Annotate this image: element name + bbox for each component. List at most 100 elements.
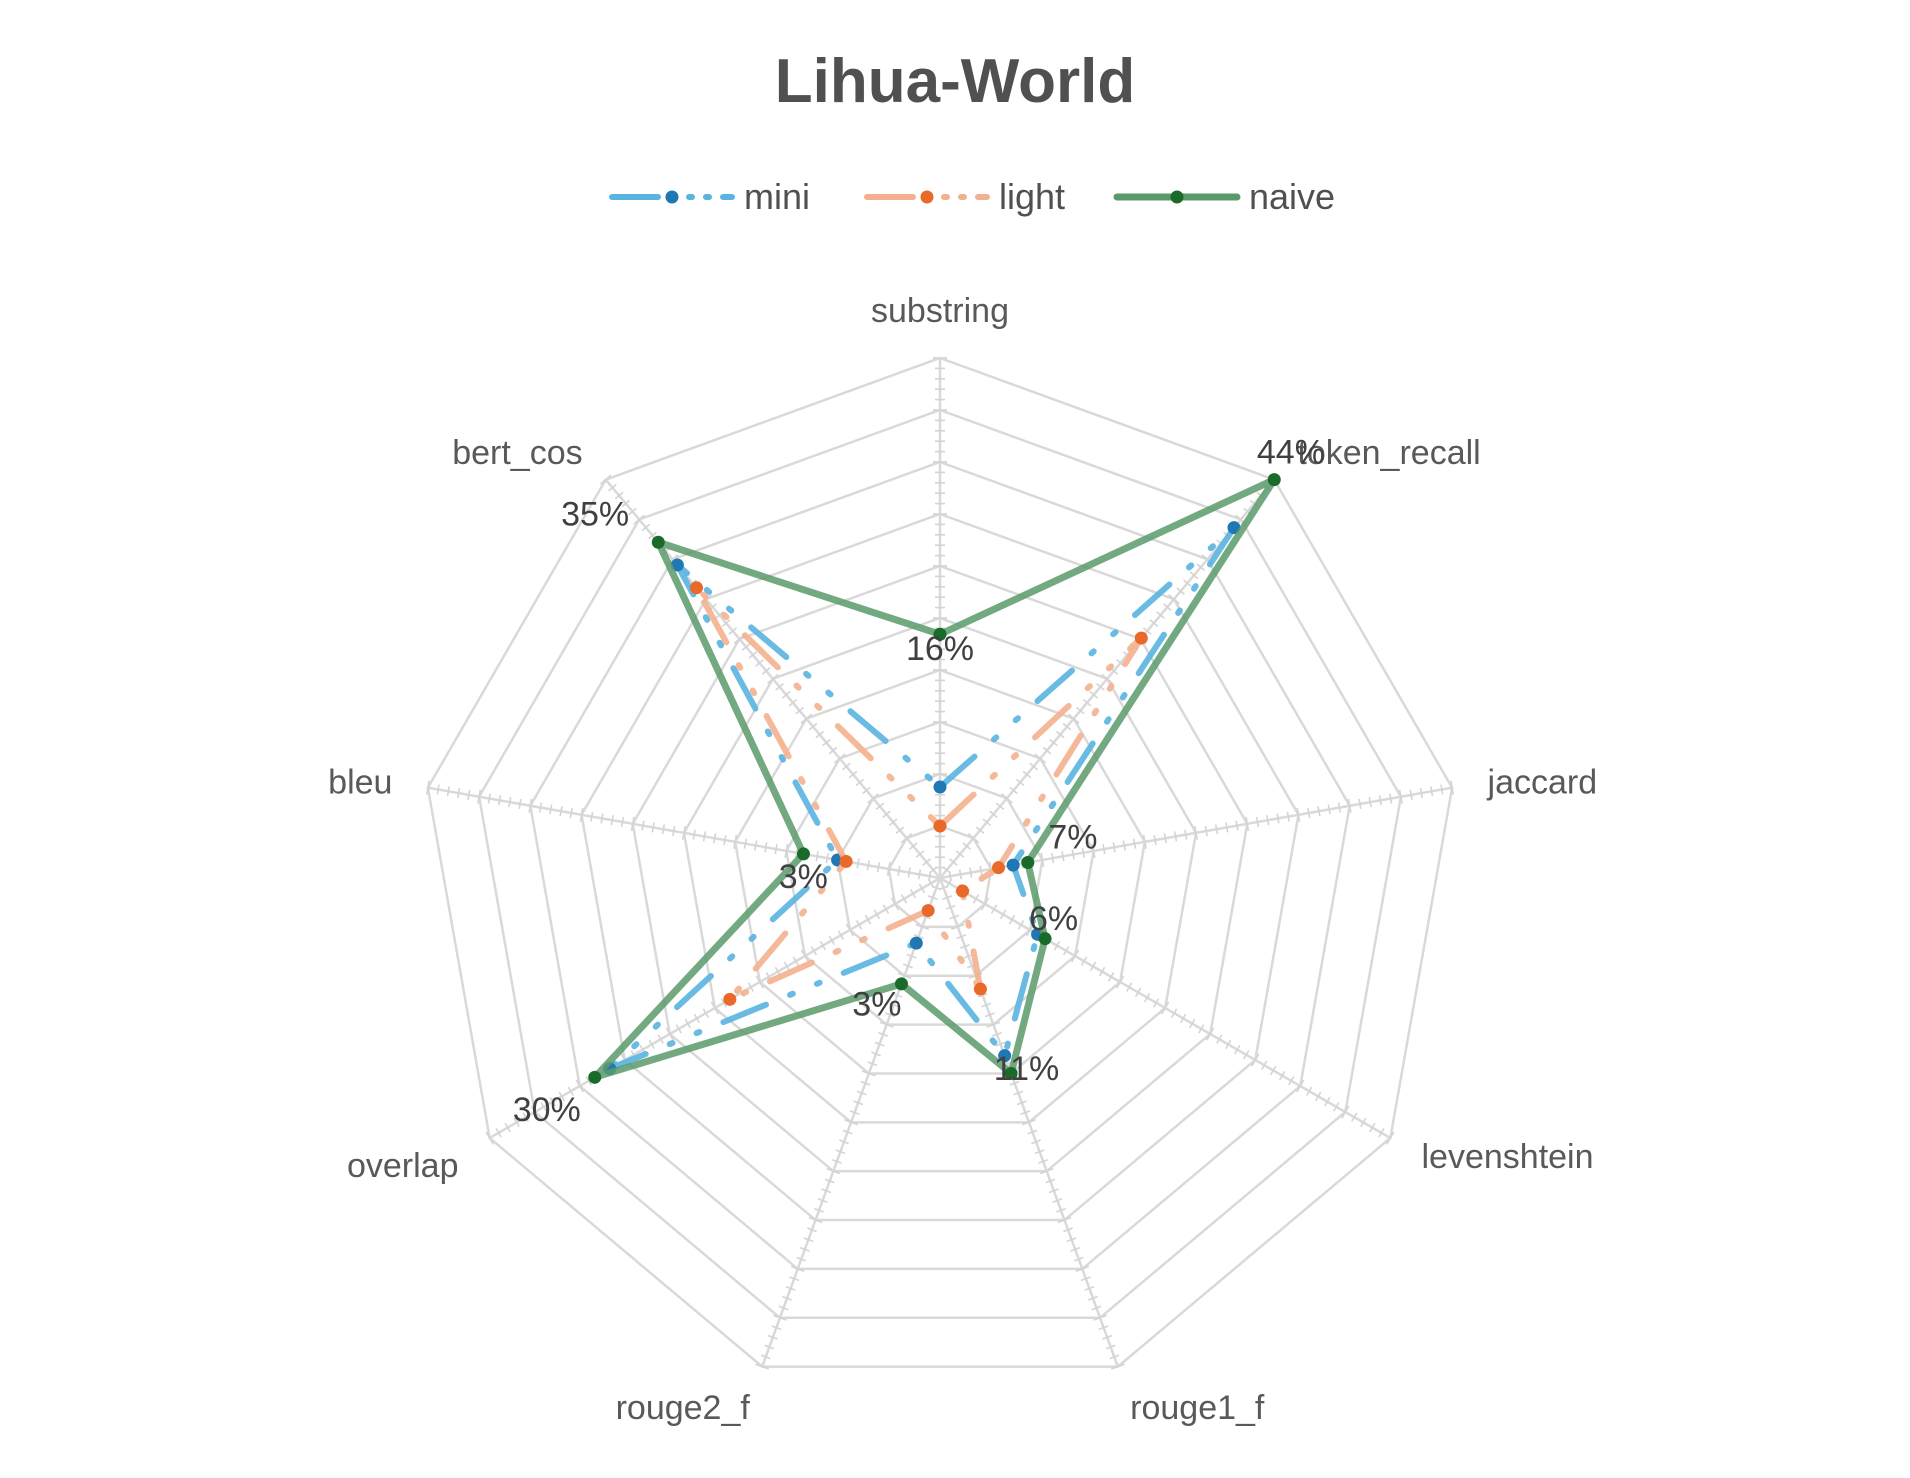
axis-tick [1070,1246,1081,1252]
axis-tick [875,802,885,811]
axis-label-rouge1-f: rouge1_f [1130,1389,1265,1427]
axis-tick [837,930,845,940]
axis-tick [945,904,956,910]
axis-tick [743,838,748,849]
axis-tick [721,619,731,627]
axis-tick [862,786,871,795]
data-point-naive-rouge1-f [1004,1066,1018,1080]
axis-tick [1288,1076,1295,1086]
axis-tick [1286,811,1290,822]
axis-tick [1160,1001,1170,1015]
axis-tick [567,1086,574,1096]
axis-tick [833,753,846,764]
axis-tick [538,802,543,813]
axis-tick [1055,1207,1066,1213]
axis-tick [828,935,836,946]
axis-tick [620,816,625,828]
data-point-mini-rouge1-f [998,1049,1012,1063]
axis-tick [800,713,813,724]
axis-tick [630,816,635,831]
legend: mini light naive [609,176,1335,217]
data-point-light-overlap [723,992,737,1006]
axis-tick [825,853,829,864]
axis-tick [733,834,738,849]
axis-tick [497,795,502,806]
axis-tick [828,746,838,755]
axis-tick [915,850,925,858]
axis-tick [1013,1090,1024,1096]
axis-tick [648,1039,655,1050]
axis-tick [995,1041,1006,1047]
axis-label-bleu: bleu [328,763,392,801]
data-point-light-rouge1-f [973,982,987,996]
axis-tick [575,1079,584,1093]
axis-tick [927,895,938,901]
axis-max-label-jaccard: 7% [1048,818,1097,856]
axis-tick [903,963,913,969]
grid-ring [836,772,1044,977]
axis-tick [918,883,926,894]
axis-tick [986,1021,1001,1028]
axis-max-label-substring: 16% [906,630,974,668]
axis-tick [1245,816,1250,831]
axis-tick [979,865,983,876]
axis-tick [1134,987,1142,998]
axis-tick [1073,1256,1084,1262]
legend-marker-mini [665,190,679,204]
axis-max-label-bert-cos: 35% [561,496,629,534]
axis-tick [900,833,913,844]
axis-tick [1051,853,1055,864]
axis-tick [1066,1237,1077,1243]
grid-ring [631,564,1249,1173]
axis-tick [822,738,831,747]
axis-tick [892,992,903,998]
axis-tick [1261,1060,1268,1070]
axis-tick [773,1314,787,1321]
axis-tick [1341,1105,1350,1119]
data-point-naive-jaccard [1021,856,1035,870]
axis-tick [975,826,985,835]
data-point-mini-rouge2-f [909,936,923,950]
axis-tick [1153,835,1157,846]
axis-tick [1450,780,1455,795]
axis-tick [1031,1139,1042,1145]
axis-tick [890,897,900,911]
axis-tick [778,1305,789,1311]
axis-tick [1102,1334,1113,1340]
axis-tick [989,810,998,819]
axis-tick [1225,822,1229,833]
axis-tick [1251,1053,1260,1067]
axis-tick [1206,1027,1215,1041]
axis-tick [867,1061,878,1067]
axis-tick [844,1119,858,1126]
axis-max-label-levenshtein: 6% [1029,900,1078,938]
axis-label-levenshtein: levenshtein [1422,1138,1594,1176]
axis-tick [1022,1119,1036,1126]
axis-label-jaccard: jaccard [1487,763,1598,801]
series-naive [588,473,1281,1084]
axis-tick [835,1149,846,1155]
axis-tick [1049,738,1058,747]
axis-tick [782,1295,793,1301]
axis-tick [1102,844,1106,855]
axis-tick [558,1091,565,1102]
legend-item-mini: mini [609,176,810,217]
axis-tick [1168,594,1180,605]
axis-tick [774,844,778,855]
axis-tick [1089,690,1099,699]
axis-tick [1034,1149,1045,1155]
axis-tick [980,897,990,911]
axis-tick [723,835,727,846]
axis-tick [969,867,973,878]
axis-tick [728,627,738,635]
axis-tick [1440,784,1444,795]
series-mini [603,521,1241,1076]
axis-tick [540,1102,547,1112]
axis-tick [1053,940,1061,951]
axis-tick [599,474,612,485]
axis-tick [908,842,918,850]
data-point-naive-bleu [796,847,810,861]
axis-tick [755,659,764,667]
data-point-naive-substring [933,627,947,641]
